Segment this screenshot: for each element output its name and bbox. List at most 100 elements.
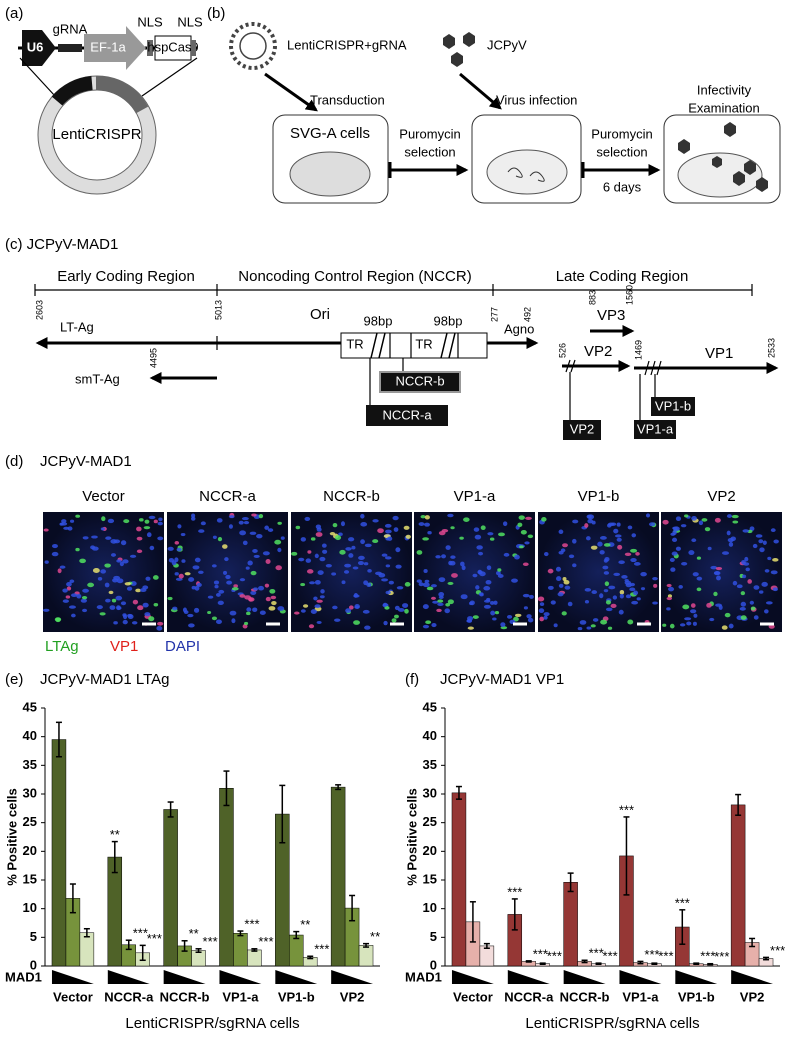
readout-label: Examination: [688, 100, 760, 115]
cell: [177, 524, 182, 529]
cell: [577, 626, 583, 631]
cell: [198, 529, 205, 533]
cell: [174, 557, 179, 563]
cell: [445, 545, 451, 550]
cell: [124, 582, 132, 586]
panel-d: (d) JCPyV-MAD1 LTAg VP1 DAPI Vector NCCR-…: [5, 453, 782, 655]
cell: [436, 608, 442, 613]
cell: [262, 551, 270, 556]
panel-label: (a): [5, 5, 23, 22]
cell: [675, 546, 681, 551]
y-tick-label: 0: [30, 957, 37, 972]
cell: [194, 585, 200, 591]
cell: [66, 586, 72, 591]
cell: [498, 532, 505, 537]
chart-title: JCPyV-MAD1 LTAg: [40, 671, 169, 688]
cell: [586, 626, 592, 630]
u6-label: U6: [27, 39, 44, 54]
cell: [104, 582, 110, 588]
cell: [430, 596, 436, 600]
cell: [395, 547, 401, 553]
cell: [672, 526, 680, 532]
cell: [120, 601, 127, 606]
cell: [367, 569, 372, 573]
cell: [715, 566, 723, 571]
cell: [553, 623, 558, 628]
cell: [404, 582, 411, 587]
cell: [82, 588, 89, 593]
position: 492: [522, 307, 532, 322]
position: 4495: [148, 348, 158, 368]
cell: [519, 545, 524, 549]
x-tick-label: VP2: [340, 989, 365, 1004]
position: 277: [489, 307, 499, 322]
cell: [603, 571, 610, 575]
cell: [633, 562, 641, 566]
image-label: VP1-a: [454, 488, 496, 505]
cell: [250, 570, 257, 576]
cell: [608, 585, 616, 590]
cell: [143, 526, 151, 530]
cell: [43, 528, 49, 532]
panel-label: (b): [207, 5, 225, 22]
gene-label: VP1: [705, 345, 733, 362]
dna: [507, 167, 545, 182]
cell: [616, 537, 622, 542]
cell: [742, 529, 750, 533]
virions: [443, 32, 475, 67]
cell: [662, 623, 667, 627]
cell: [187, 613, 194, 618]
cell: [613, 528, 619, 534]
panel-b: (b) LentiCRISPR+gRNA JCPyV Transduction …: [207, 5, 781, 204]
micrograph: [538, 512, 659, 632]
cell: [82, 608, 88, 613]
bar: [330, 786, 346, 967]
cell: [514, 613, 522, 617]
cell: [239, 530, 247, 536]
break: [565, 359, 576, 373]
cell: [377, 528, 384, 534]
ori-label: Ori: [310, 306, 330, 323]
cell: [599, 593, 604, 599]
cell: [469, 600, 475, 606]
image-label: NCCR-a: [199, 488, 256, 505]
step-label: Transduction: [310, 92, 385, 107]
u6-promoter: [22, 30, 56, 66]
cell: [625, 594, 632, 599]
cell: [222, 544, 228, 549]
panel-label: (f): [405, 671, 419, 688]
target-label: VP2: [570, 421, 595, 436]
cell: [100, 569, 107, 574]
cell: [295, 525, 301, 530]
cell: [142, 602, 149, 608]
cell: [624, 552, 632, 557]
cell: [325, 564, 332, 568]
duration-label: 6 days: [603, 179, 642, 194]
selection-label: Puromycin: [591, 126, 652, 141]
cell: [472, 573, 478, 578]
cell: [618, 609, 624, 615]
cell: [167, 596, 173, 601]
image-label: Vector: [82, 488, 125, 505]
cell: [610, 603, 617, 609]
cell: [224, 557, 229, 562]
bar: [358, 945, 374, 967]
x-tick-label: VP1-a: [222, 989, 259, 1004]
cell: [603, 543, 611, 547]
cell: [384, 556, 392, 560]
readout-label: Infectivity: [697, 82, 752, 97]
significance: ***: [700, 949, 715, 964]
x-axis-label: LentiCRISPR/sgRNA cells: [525, 1015, 699, 1032]
mad1-wedge: [107, 970, 150, 984]
cell: [44, 560, 49, 564]
divider: [389, 333, 459, 358]
cell: [364, 543, 372, 548]
cell: [353, 594, 360, 598]
cell: [672, 530, 677, 535]
cell: [445, 602, 451, 607]
cell: [119, 561, 124, 567]
significance: ***: [589, 946, 604, 961]
x-tick-label: VP1-b: [278, 989, 315, 1004]
cell: [636, 597, 641, 601]
cell: [584, 599, 590, 604]
